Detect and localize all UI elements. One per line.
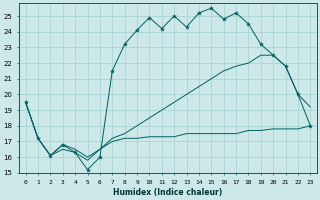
X-axis label: Humidex (Indice chaleur): Humidex (Indice chaleur) [113, 188, 223, 197]
